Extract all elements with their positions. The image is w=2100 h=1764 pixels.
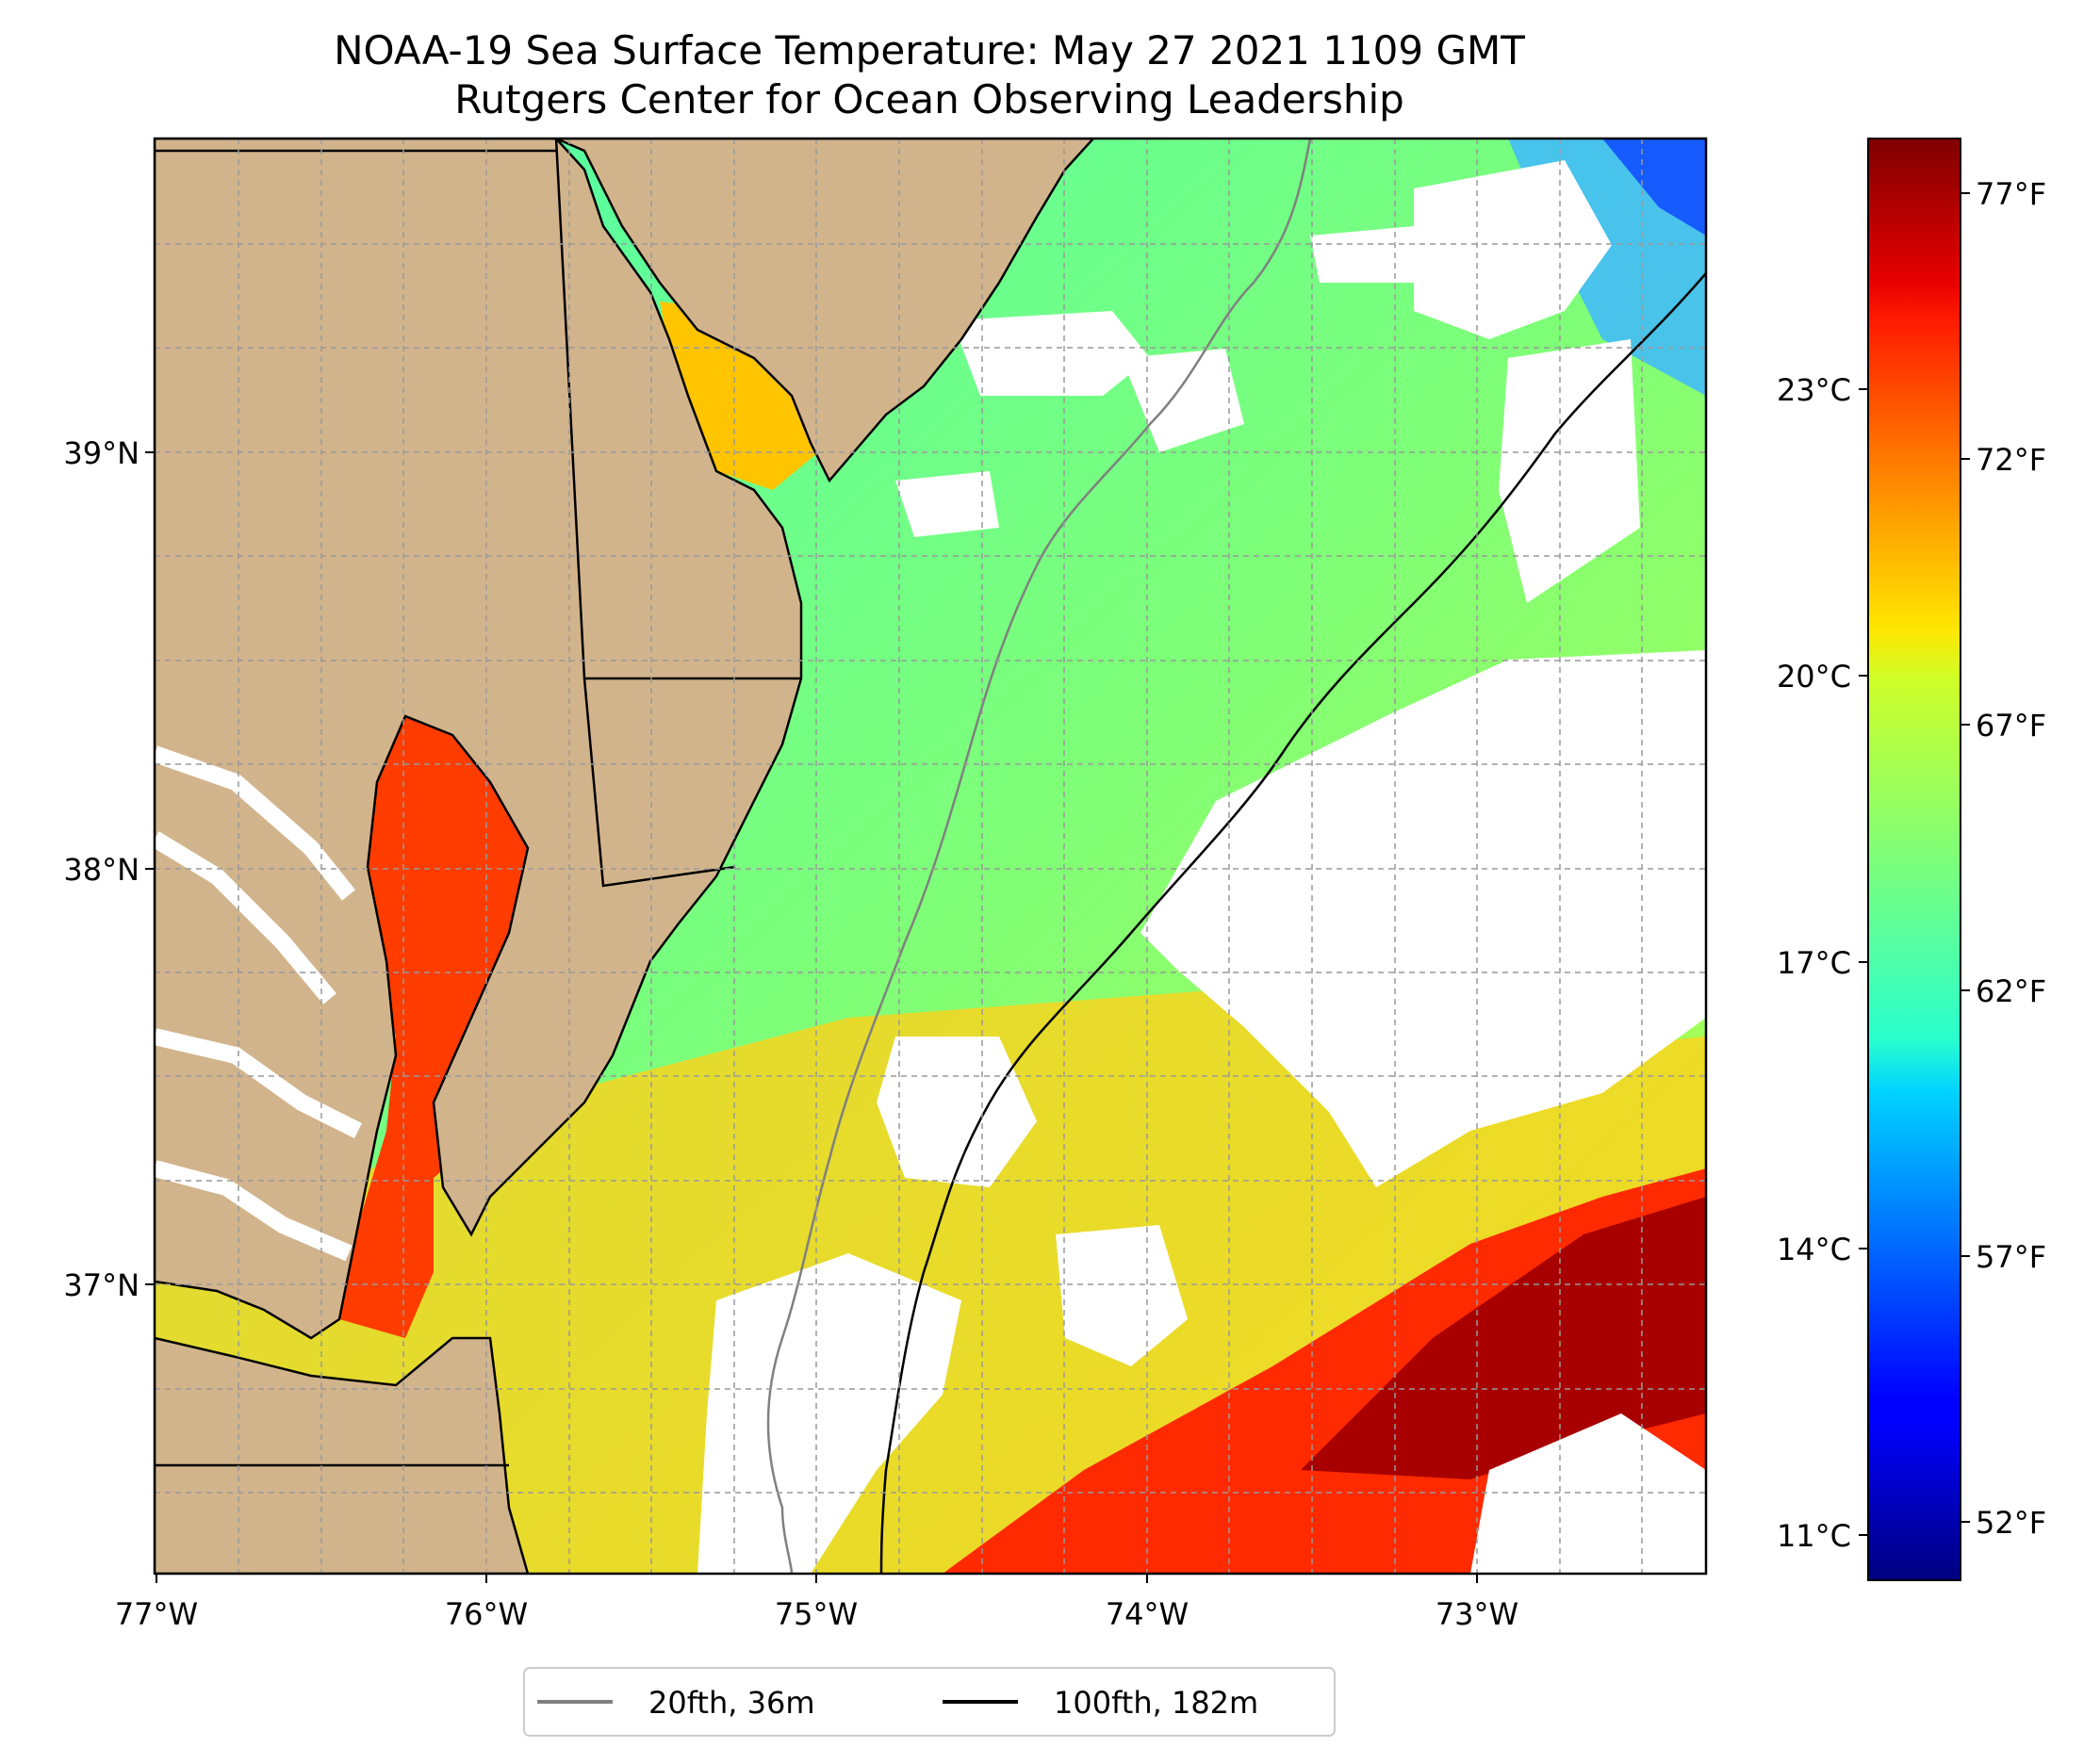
x-axis — [156, 1574, 1478, 1583]
colorbar — [1867, 138, 1961, 1581]
cbar-tick-17c: 17°C — [1777, 945, 1851, 981]
cbar-tick-62f: 62°F — [1976, 973, 2046, 1009]
map-title-line2: Rutgers Center for Ocean Observing Leade… — [454, 76, 1404, 122]
cbar-tick-52f: 52°F — [1976, 1505, 2046, 1541]
cold-water-patch — [1602, 139, 1706, 236]
x-tick-73w: 73°W — [1436, 1596, 1518, 1632]
legend: 20fth, 36m 100fth, 182m — [523, 1667, 1336, 1737]
cbar-tick-72f: 72°F — [1976, 442, 2046, 478]
y-axis — [145, 451, 155, 1285]
y-tick-37n: 37°N — [63, 1267, 139, 1303]
cbar-tick-67f: 67°F — [1976, 708, 2046, 743]
state-borders — [155, 139, 801, 1467]
river-inlets — [155, 745, 363, 1262]
x-tick-74w: 74°W — [1106, 1596, 1189, 1632]
land-new-jersey — [555, 139, 1095, 483]
gridlines — [155, 139, 1706, 1574]
cbar-tick-20c: 20°C — [1777, 659, 1851, 694]
x-tick-75w: 75°W — [775, 1596, 858, 1632]
land — [155, 139, 1095, 1574]
legend-label-20fth: 20fth, 36m — [648, 1685, 814, 1721]
colorbar-ticks — [1859, 192, 1970, 1536]
y-tick-39n: 39°N — [63, 435, 139, 471]
cbar-tick-57f: 57°F — [1976, 1239, 2046, 1275]
y-tick-38n: 38°N — [63, 852, 139, 888]
map-title-line1: NOAA-19 Sea Surface Temperature: May 27 … — [334, 27, 1525, 74]
isobath-100fth — [879, 272, 1706, 1574]
legend-box — [523, 1667, 1336, 1737]
legend-label-100fth: 100fth, 182m — [1054, 1685, 1258, 1721]
gulf-stream-core — [1301, 1197, 1706, 1479]
cbar-tick-23c: 23°C — [1777, 372, 1851, 408]
isobath-20fth — [766, 139, 1312, 1574]
sst-map — [155, 139, 1706, 1574]
cloud-masks — [697, 160, 1706, 1574]
cbar-tick-77f: 77°F — [1976, 176, 2046, 212]
cbar-tick-11c: 11°C — [1777, 1518, 1851, 1554]
land-delmarva-mainland — [155, 139, 803, 1340]
land-virginia-south — [155, 1336, 530, 1574]
x-tick-77w: 77°W — [115, 1596, 198, 1632]
x-tick-76w: 76°W — [445, 1596, 528, 1632]
cbar-tick-14c: 14°C — [1777, 1232, 1851, 1267]
map-frame — [153, 137, 1708, 1576]
